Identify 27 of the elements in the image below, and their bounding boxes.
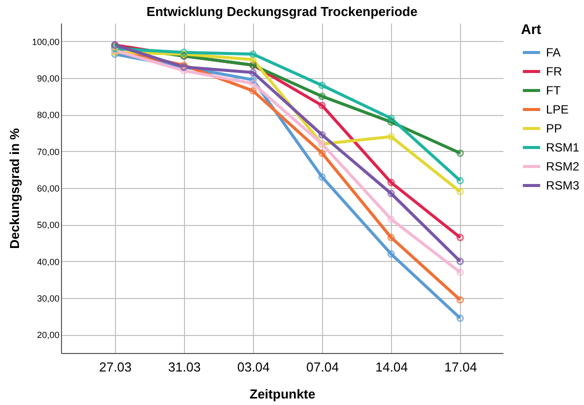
- y-tick-label: 30,00: [36, 294, 60, 304]
- legend-label: FR: [546, 64, 562, 78]
- legend-label: RSM3: [546, 178, 580, 192]
- x-tick-label: 17.04: [444, 360, 477, 374]
- y-tick-label: 50,00: [36, 220, 60, 230]
- legend-label: PP: [546, 122, 562, 136]
- legend-label: FA: [546, 46, 561, 60]
- x-tick-label: 14.04: [375, 360, 408, 374]
- y-tick-label: 20,00: [36, 330, 60, 340]
- legend-label: RSM2: [546, 160, 580, 174]
- x-tick-label: 31.03: [168, 360, 201, 374]
- y-tick-label: 60,00: [36, 184, 60, 194]
- legend-title: Art: [521, 21, 542, 37]
- x-tick-label: 07.04: [306, 360, 339, 374]
- y-tick-label: 80,00: [36, 110, 60, 120]
- y-axis-title: Deckungsgrad in %: [6, 128, 22, 249]
- legend-label: LPE: [546, 102, 569, 116]
- y-tick-label: 100,00: [32, 36, 60, 47]
- y-tick-label: 90,00: [36, 74, 60, 84]
- chart-title: Entwicklung Deckungsgrad Trockenperiode: [146, 4, 418, 19]
- legend-label: RSM1: [546, 140, 580, 154]
- y-tick-label: 40,00: [36, 256, 60, 267]
- y-tick-label: 70,00: [36, 146, 60, 157]
- x-axis-title: Zeitpunkte: [250, 386, 316, 402]
- x-tick-label: 27.03: [99, 360, 132, 374]
- x-tick-label: 03.04: [237, 360, 270, 374]
- legend-label: FT: [546, 84, 562, 98]
